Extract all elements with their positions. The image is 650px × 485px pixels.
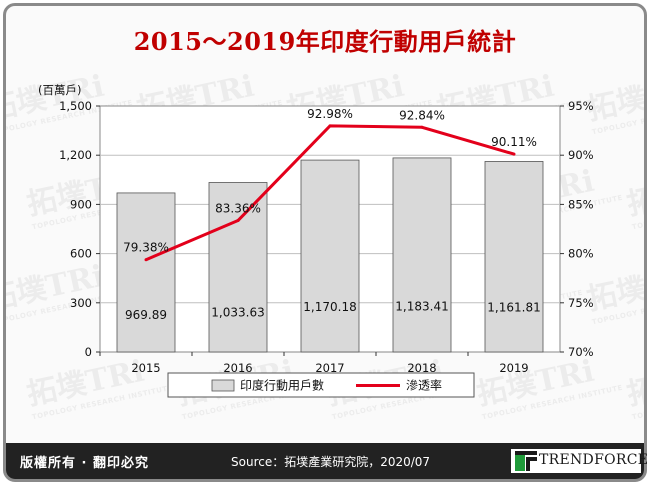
legend: 印度行動用戶數 滲透率: [167, 372, 475, 398]
bar-value-label: 1,033.63: [211, 305, 264, 319]
left-tick-label: 900: [70, 197, 92, 211]
chart-title: 2015～2019年印度行動用戶統計: [133, 27, 517, 56]
line-value-label: 92.98%: [307, 107, 353, 121]
right-tick-label: 75%: [568, 296, 594, 310]
left-tick-label: 600: [70, 247, 92, 261]
bar: [484, 161, 544, 353]
line-value-label: 90.11%: [491, 135, 537, 149]
trendforce-logo: TRENDFORCE: [511, 449, 648, 473]
x-tick-label: 2015: [131, 361, 160, 375]
x-tick-label: 2017: [315, 361, 344, 375]
right-tick-label: 90%: [568, 148, 594, 162]
bar: [116, 192, 176, 353]
x-tick-label: 2019: [499, 361, 528, 375]
right-tick-label: 95%: [568, 99, 594, 113]
line-value-label: 92.84%: [399, 108, 445, 122]
copyright-text: 版權所有 · 翻印必究: [20, 456, 149, 471]
right-tick-label: 80%: [568, 247, 594, 261]
bar: [300, 159, 360, 353]
x-tick-label: 2016: [223, 361, 252, 375]
line-value-label: 79.38%: [123, 241, 169, 255]
left-tick-label: 1,500: [59, 99, 92, 113]
bar: [392, 157, 452, 353]
right-tick-label: 85%: [568, 197, 594, 211]
bar-value-label: 969.89: [125, 308, 167, 322]
left-tick-label: 0: [85, 345, 92, 359]
bar-value-label: 1,161.81: [487, 300, 540, 314]
bar: [208, 182, 268, 353]
line-point: [512, 152, 516, 156]
bar-value-label: 1,183.41: [395, 299, 448, 313]
left-tick-label: 1,200: [59, 148, 92, 162]
trendforce-logo-icon: [515, 451, 537, 471]
left-axis-unit: (百萬戶): [38, 83, 81, 97]
legend-label-bar: 印度行動用戶數: [240, 378, 324, 393]
source-text: Source：拓墣產業研究院，2020/07: [231, 455, 431, 469]
logo-text: TRENDFORCE: [539, 452, 649, 468]
right-tick-label: 70%: [568, 345, 594, 359]
line-series: 79.38% 83.36% 92.98% 92.84% 90.11%: [123, 107, 537, 262]
line-value-label: 83.36%: [215, 202, 261, 216]
footer-bar: 版權所有 · 翻印必究 Source：拓墣產業研究院，2020/07 TREND…: [6, 443, 648, 479]
x-tick-label: 2018: [407, 361, 436, 375]
line-point: [420, 125, 424, 129]
line-point: [236, 219, 240, 223]
legend-label-line: 滲透率: [406, 378, 442, 393]
left-tick-label: 300: [70, 296, 92, 310]
bar-value-label: 1,170.18: [303, 300, 356, 314]
axes: 0 300 600 900 1,200 1,500 70% 75% 80% 85% 90% 95% (百…: [38, 83, 594, 375]
bar-series: 969.89 1,033.63 1,170.18 1,183.41 1,161.81: [116, 157, 544, 353]
line-point: [144, 258, 148, 262]
legend-swatch-bar: [211, 379, 235, 392]
line-point: [328, 124, 332, 128]
